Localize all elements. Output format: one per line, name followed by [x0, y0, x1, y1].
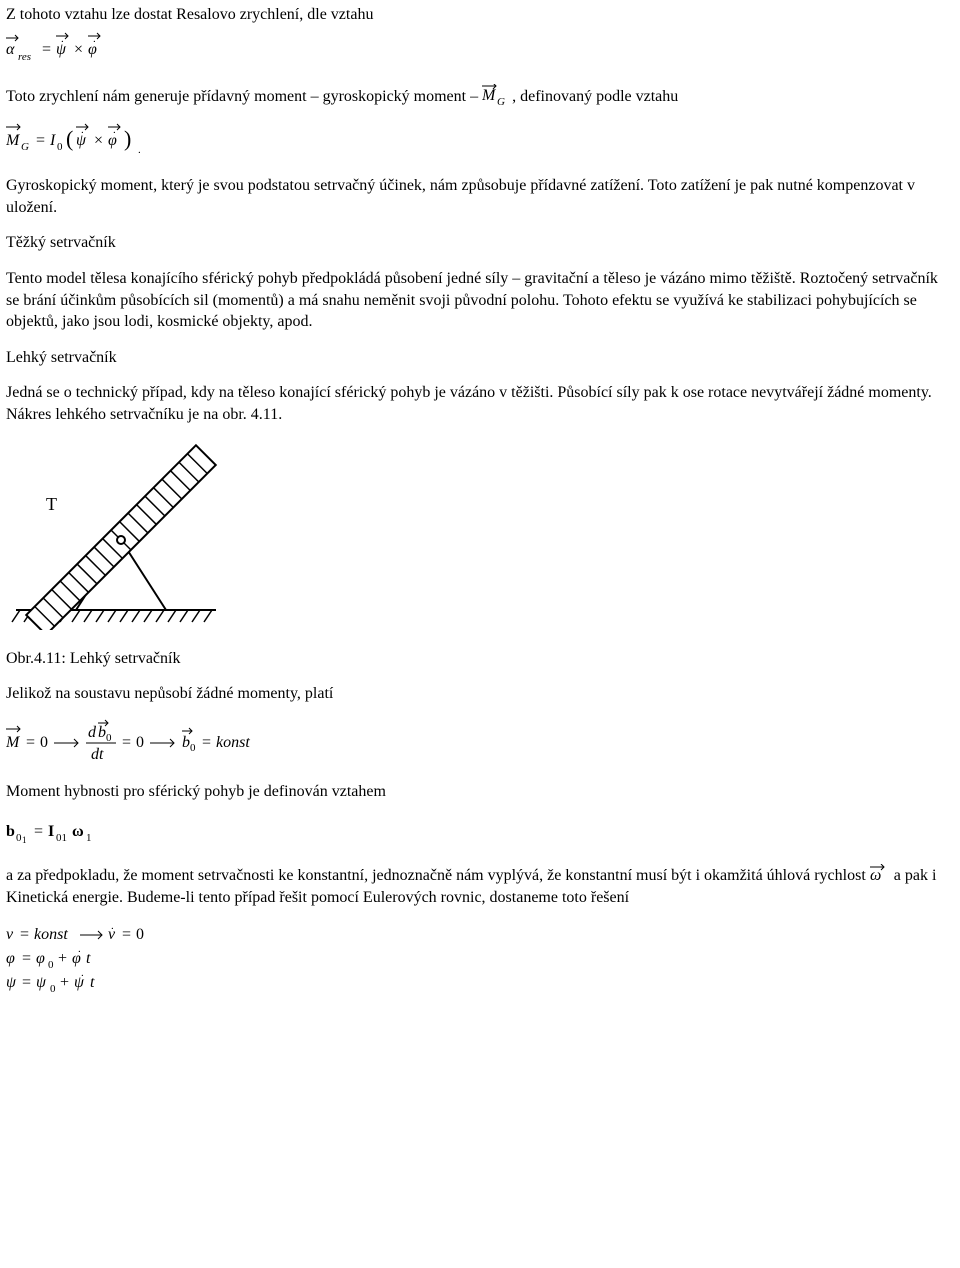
svg-text:=: =	[20, 926, 29, 943]
svg-text:φ: φ	[6, 950, 15, 967]
heading-light-flywheel: Lehký setrvačník	[6, 347, 954, 369]
svg-text:(: (	[66, 126, 73, 151]
para-compensate: Gyroskopický moment, který je svou podst…	[6, 175, 954, 218]
formula-alpha-res: α res = ψ . × φ .	[6, 32, 954, 66]
svg-text:=: =	[122, 926, 131, 943]
svg-text:0: 0	[50, 983, 56, 993]
inline-formula-mg: M G	[482, 88, 512, 105]
svg-text:.: .	[111, 923, 114, 932]
svg-text:.: .	[81, 124, 84, 136]
svg-text:G: G	[21, 141, 29, 153]
euler-text-a: a za předpokladu, že moment setrvačnosti…	[6, 867, 870, 884]
figure-light-flywheel: T	[6, 440, 954, 630]
svg-text:=: =	[122, 734, 131, 751]
svg-text:M: M	[6, 132, 21, 149]
svg-text:konst: konst	[216, 734, 250, 751]
svg-text:=: =	[42, 41, 51, 58]
svg-text:=: =	[22, 950, 31, 967]
svg-text:.: .	[113, 124, 116, 136]
svg-text:ψ: ψ	[6, 974, 17, 991]
svg-text:ν: ν	[6, 926, 14, 943]
svg-text:1: 1	[22, 835, 27, 845]
svg-text:.: .	[81, 967, 84, 979]
svg-text:=: =	[26, 734, 35, 751]
svg-text:0: 0	[48, 959, 54, 971]
para-heavy-desc: Tento model tělesa konajícího sférický p…	[6, 268, 954, 333]
svg-text:.: .	[93, 33, 96, 45]
formula-mg-def: M G = I 0 ( ψ . × φ . )	[6, 121, 954, 157]
svg-text:=: =	[34, 823, 43, 840]
svg-text:0: 0	[106, 732, 112, 744]
svg-text:ω: ω	[870, 867, 881, 884]
svg-text:): )	[124, 126, 131, 151]
svg-text:.: .	[61, 33, 64, 45]
svg-text:+: +	[58, 950, 67, 967]
para-resal-intro: Z tohoto vztahu lze dostat Resalovo zryc…	[6, 4, 954, 26]
inline-formula-omega: ω	[870, 867, 890, 884]
svg-text:ψ: ψ	[36, 974, 47, 991]
svg-text:G: G	[497, 96, 505, 106]
svg-text:=: =	[36, 132, 45, 149]
gyro-text-b: , definovaný podle vztahu	[512, 88, 678, 105]
svg-text:0: 0	[57, 141, 63, 153]
svg-text:0: 0	[190, 742, 196, 754]
svg-text:b: b	[98, 724, 106, 741]
svg-text:φ: φ	[36, 950, 45, 967]
formula-solution: ν = konst ν . = 0 φ = φ 0 + φ . t ψ	[6, 923, 954, 993]
svg-text:d: d	[88, 724, 97, 741]
svg-text:b: b	[182, 734, 190, 751]
svg-text:.: .	[138, 144, 141, 156]
svg-text:ω: ω	[72, 823, 84, 840]
para-no-moments: Jelikož na soustavu nepůsobí žádné momen…	[6, 683, 954, 705]
svg-text:0: 0	[40, 734, 48, 751]
svg-text:1: 1	[86, 832, 92, 844]
svg-text:=: =	[22, 974, 31, 991]
svg-text:.: .	[78, 943, 81, 955]
svg-text:konst: konst	[34, 926, 68, 943]
para-gyro-moment-intro: Toto zrychlení nám generuje přídavný mom…	[6, 84, 954, 108]
svg-text:+: +	[60, 974, 69, 991]
svg-text:=: =	[202, 734, 211, 751]
heading-heavy-flywheel: Těžký setrvačník	[6, 232, 954, 254]
svg-text:M: M	[6, 734, 21, 751]
svg-text:I: I	[49, 132, 56, 149]
svg-text:α: α	[6, 41, 15, 58]
figure-caption: Obr.4.11: Lehký setrvačník	[6, 648, 954, 670]
figure-label-T: T	[46, 494, 57, 514]
formula-b01: b 0 1 = I 01 ω 1	[6, 816, 954, 846]
svg-text:dt: dt	[91, 746, 104, 763]
svg-text:01: 01	[56, 832, 67, 844]
svg-text:res: res	[18, 51, 31, 63]
svg-text:0: 0	[136, 734, 144, 751]
svg-text:M: M	[482, 87, 497, 104]
para-light-desc: Jedná se o technický případ, kdy na těle…	[6, 382, 954, 425]
formula-m-zero: M = 0 d b 0 dt = 0	[6, 719, 954, 763]
svg-text:t: t	[90, 974, 95, 991]
svg-text:0: 0	[136, 926, 144, 943]
svg-text:I: I	[48, 823, 54, 840]
para-euler: a za předpokladu, že moment setrvačnosti…	[6, 864, 954, 908]
svg-text:t: t	[86, 950, 91, 967]
svg-text:×: ×	[74, 41, 83, 58]
para-angular-momentum: Moment hybnosti pro sférický pohyb je de…	[6, 781, 954, 803]
gyro-text-a: Toto zrychlení nám generuje přídavný mom…	[6, 88, 482, 105]
svg-text:×: ×	[94, 132, 103, 149]
svg-text:b: b	[6, 823, 15, 840]
